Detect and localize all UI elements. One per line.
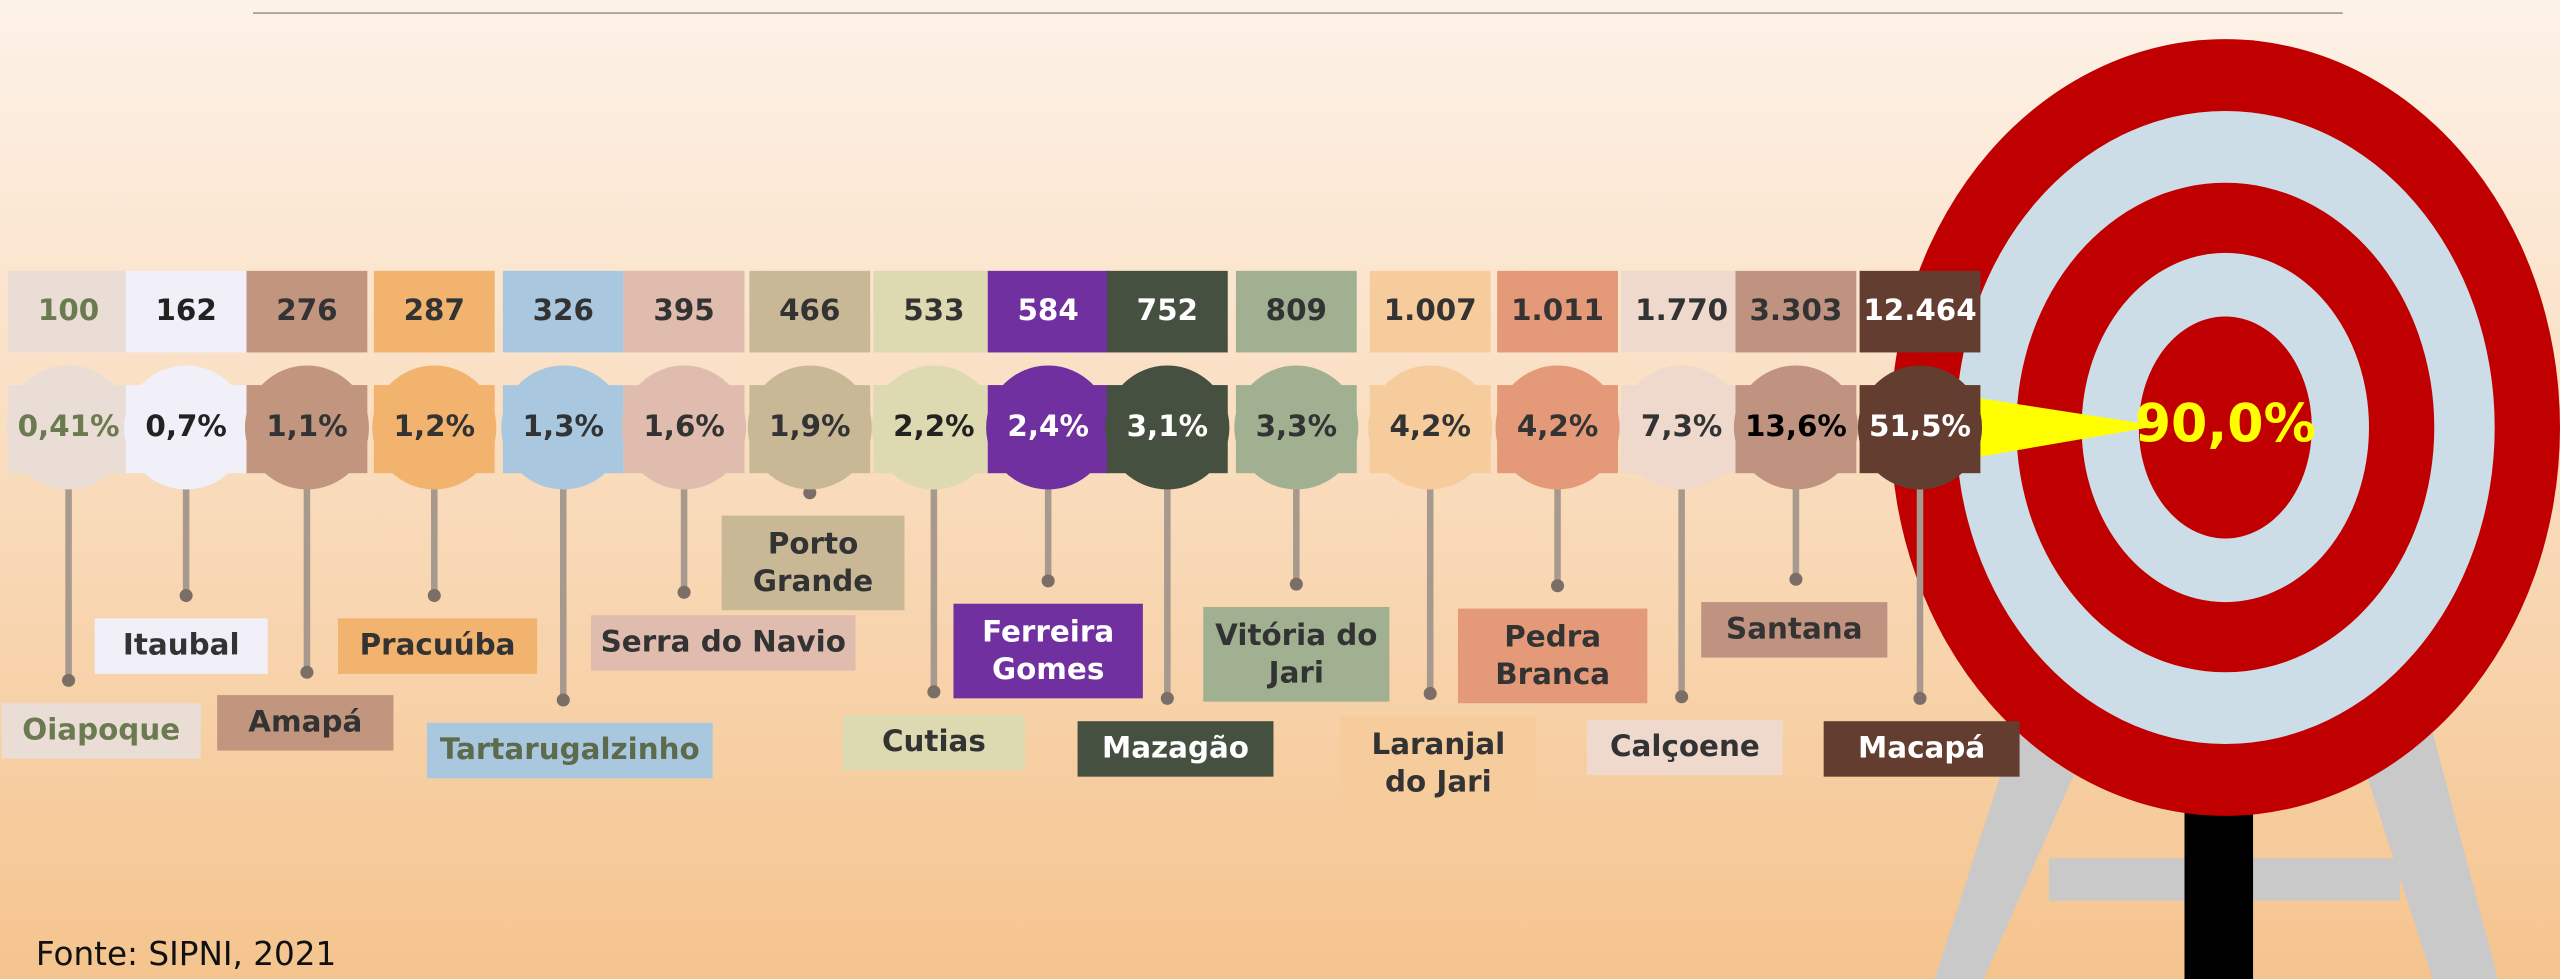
- source: Fonte: SIPNI, 2021: [36, 935, 336, 973]
- count: 752: [1137, 293, 1198, 327]
- pct: 51,5%: [1869, 409, 1971, 443]
- pct: 2,4%: [1007, 409, 1088, 443]
- stem-dot: [927, 685, 940, 698]
- name: Gomes: [992, 652, 1104, 686]
- pct: 13,6%: [1745, 409, 1847, 443]
- stem-dot: [1042, 574, 1055, 587]
- name: Laranjal: [1372, 727, 1506, 761]
- count: 1.770: [1635, 293, 1728, 327]
- count: 162: [155, 293, 216, 327]
- name: Tartarugalzinho: [440, 732, 700, 766]
- pct: 3,1%: [1127, 409, 1208, 443]
- pct: 0,41%: [18, 409, 120, 443]
- infographic: 90,0% 100 0,41% Oiapoque 162 0,7% Itaubal 276 1…: [0, 0, 2560, 979]
- count: 466: [779, 293, 840, 327]
- stem-dot: [180, 589, 193, 602]
- count: 809: [1266, 293, 1327, 327]
- name: Vitória do: [1215, 618, 1377, 652]
- pct: 1,2%: [394, 409, 475, 443]
- count: 533: [903, 293, 964, 327]
- stem-dot: [1161, 692, 1174, 705]
- stem-dot: [678, 586, 691, 599]
- stem-dot: [557, 693, 570, 706]
- target-label: 90,0%: [2135, 395, 2316, 455]
- name: Jari: [1267, 655, 1324, 689]
- name: Oiapoque: [22, 712, 180, 746]
- stem-dot: [1551, 579, 1564, 592]
- count: 395: [653, 293, 714, 327]
- name: Santana: [1726, 611, 1862, 645]
- stem-dot: [1913, 692, 1926, 705]
- name: Grande: [753, 564, 873, 598]
- pct: 1,9%: [769, 409, 850, 443]
- stem-dot: [62, 674, 75, 687]
- pct: 1,6%: [643, 409, 724, 443]
- name: Branca: [1495, 657, 1610, 691]
- stem-dot: [1675, 690, 1688, 703]
- name: Amapá: [248, 704, 362, 738]
- count: 100: [38, 293, 99, 327]
- stem-dot: [1789, 573, 1802, 586]
- count: 1.011: [1511, 293, 1604, 327]
- pct: 4,2%: [1389, 409, 1470, 443]
- name: Porto: [768, 526, 858, 560]
- count: 1.007: [1384, 293, 1477, 327]
- name: Ferreira: [982, 615, 1114, 649]
- stem-dot: [1424, 687, 1437, 700]
- name: do Jari: [1385, 765, 1492, 799]
- count: 584: [1018, 293, 1079, 327]
- name: Itaubal: [123, 628, 240, 662]
- count: 12.464: [1863, 293, 1976, 327]
- pct: 7,3%: [1641, 409, 1722, 443]
- stem-dot: [428, 589, 441, 602]
- target: 90,0%: [1891, 39, 2560, 979]
- count: 276: [276, 293, 337, 327]
- count: 326: [533, 293, 594, 327]
- name: Serra do Navio: [601, 624, 846, 658]
- pct: 0,7%: [145, 409, 226, 443]
- name: Cutias: [882, 724, 986, 758]
- name: Calçoene: [1610, 729, 1760, 763]
- name: Mazagão: [1102, 730, 1249, 764]
- pct: 1,1%: [266, 409, 347, 443]
- stem-dot: [300, 666, 313, 679]
- count: 287: [404, 293, 465, 327]
- count: 3.303: [1749, 293, 1842, 327]
- pct: 4,2%: [1517, 409, 1598, 443]
- pct: 2,2%: [893, 409, 974, 443]
- pct: 3,3%: [1256, 409, 1337, 443]
- stem-dot: [1290, 578, 1303, 591]
- pct: 1,3%: [523, 409, 604, 443]
- page: {"items": [ {"count": "100", "pct": "0,4…: [0, 0, 2560, 979]
- name: Macapá: [1858, 730, 1985, 764]
- name: Pedra: [1504, 619, 1601, 653]
- name: Pracuúba: [360, 628, 516, 662]
